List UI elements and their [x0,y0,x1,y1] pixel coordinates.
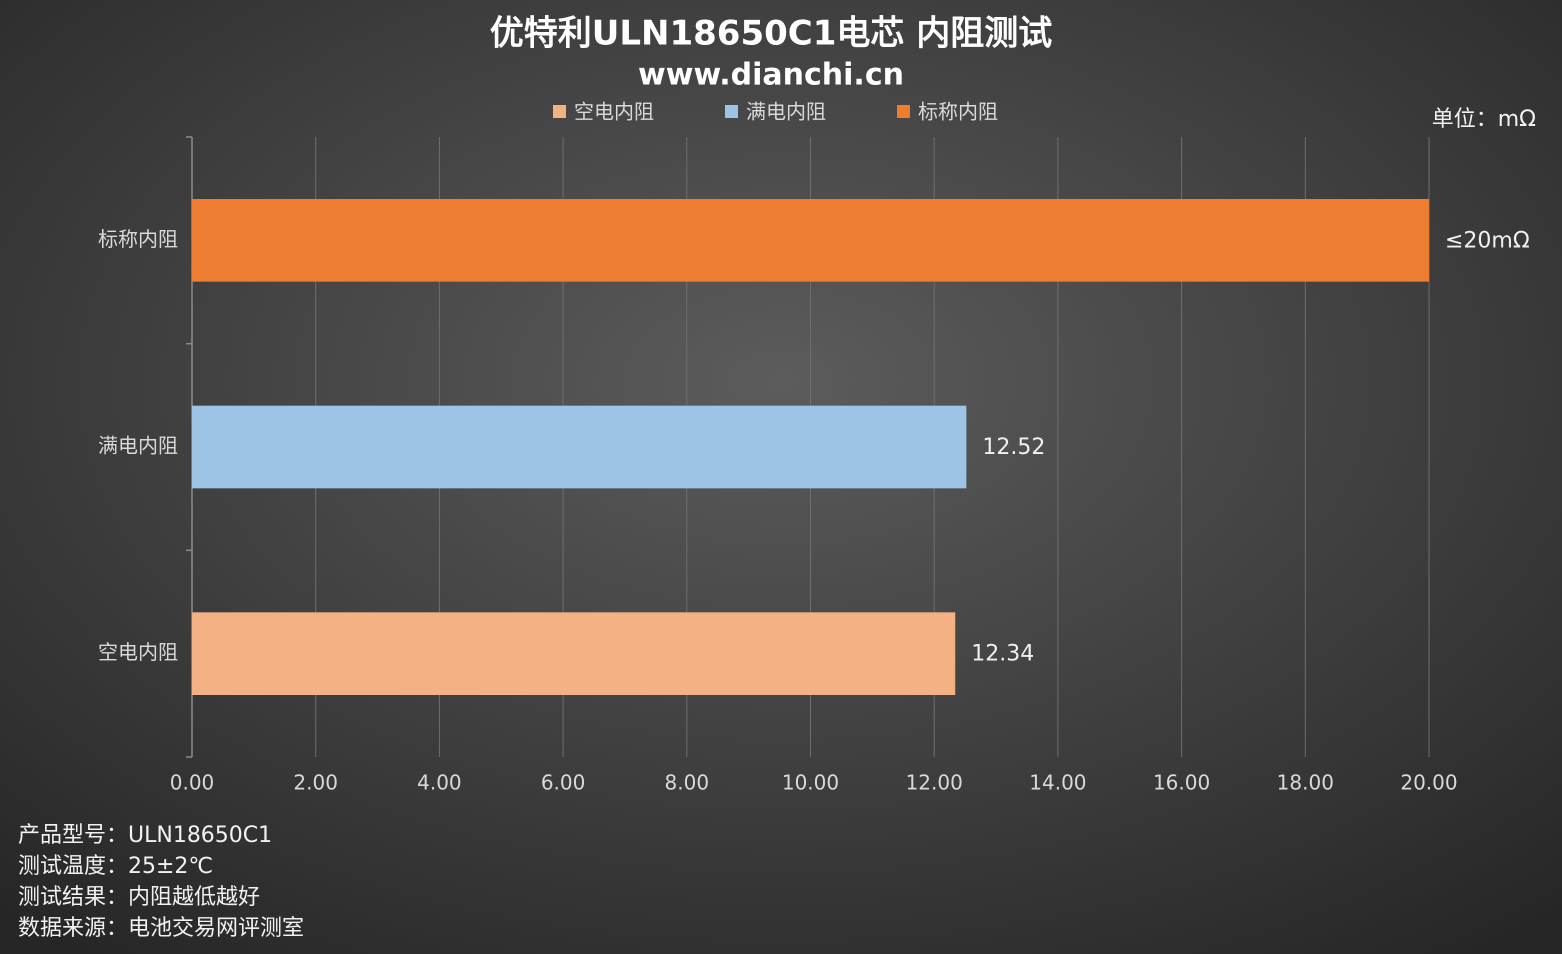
unit-label: 单位：mΩ [1432,107,1536,132]
x-tick-label: 14.00 [1029,771,1086,795]
bar [192,405,967,489]
chart-subtitle: www.dianchi.cn [638,58,904,93]
x-tick-label: 12.00 [906,771,963,795]
x-tick-label: 8.00 [665,771,710,795]
y-tick-label: 满电内阻 [98,434,178,458]
x-tick-label: 18.00 [1277,771,1334,795]
legend-swatch [897,105,910,118]
legend-label: 满电内阻 [746,100,826,124]
data-label: 12.52 [982,435,1045,460]
bar [192,612,956,695]
x-tick-label: 0.00 [170,771,215,795]
bar [192,199,1429,282]
x-tick-label: 10.00 [782,771,839,795]
note: 测试温度：25±2℃ [18,854,213,879]
legend-label: 空电内阻 [574,100,654,124]
y-tick-label: 标称内阻 [98,227,178,251]
note: 测试结果：内阻越低越好 [18,885,260,910]
note: 数据来源：电池交易网评测室 [18,916,304,941]
legend-label: 标称内阻 [918,100,998,124]
x-tick-label: 20.00 [1400,771,1457,795]
legend-swatch [553,105,566,118]
y-tick-label: 空电内阻 [98,640,178,664]
legend-swatch [725,105,738,118]
data-label: 12.34 [971,642,1034,667]
x-tick-label: 4.00 [417,771,462,795]
data-label: ≤20mΩ [1445,228,1530,253]
chart-title: 优特利ULN18650C1电芯 内阻测试 [490,14,1052,54]
x-tick-label: 6.00 [541,771,586,795]
note: 产品型号：ULN18650C1 [18,823,272,848]
x-tick-label: 2.00 [293,771,338,795]
x-tick-label: 16.00 [1153,771,1210,795]
